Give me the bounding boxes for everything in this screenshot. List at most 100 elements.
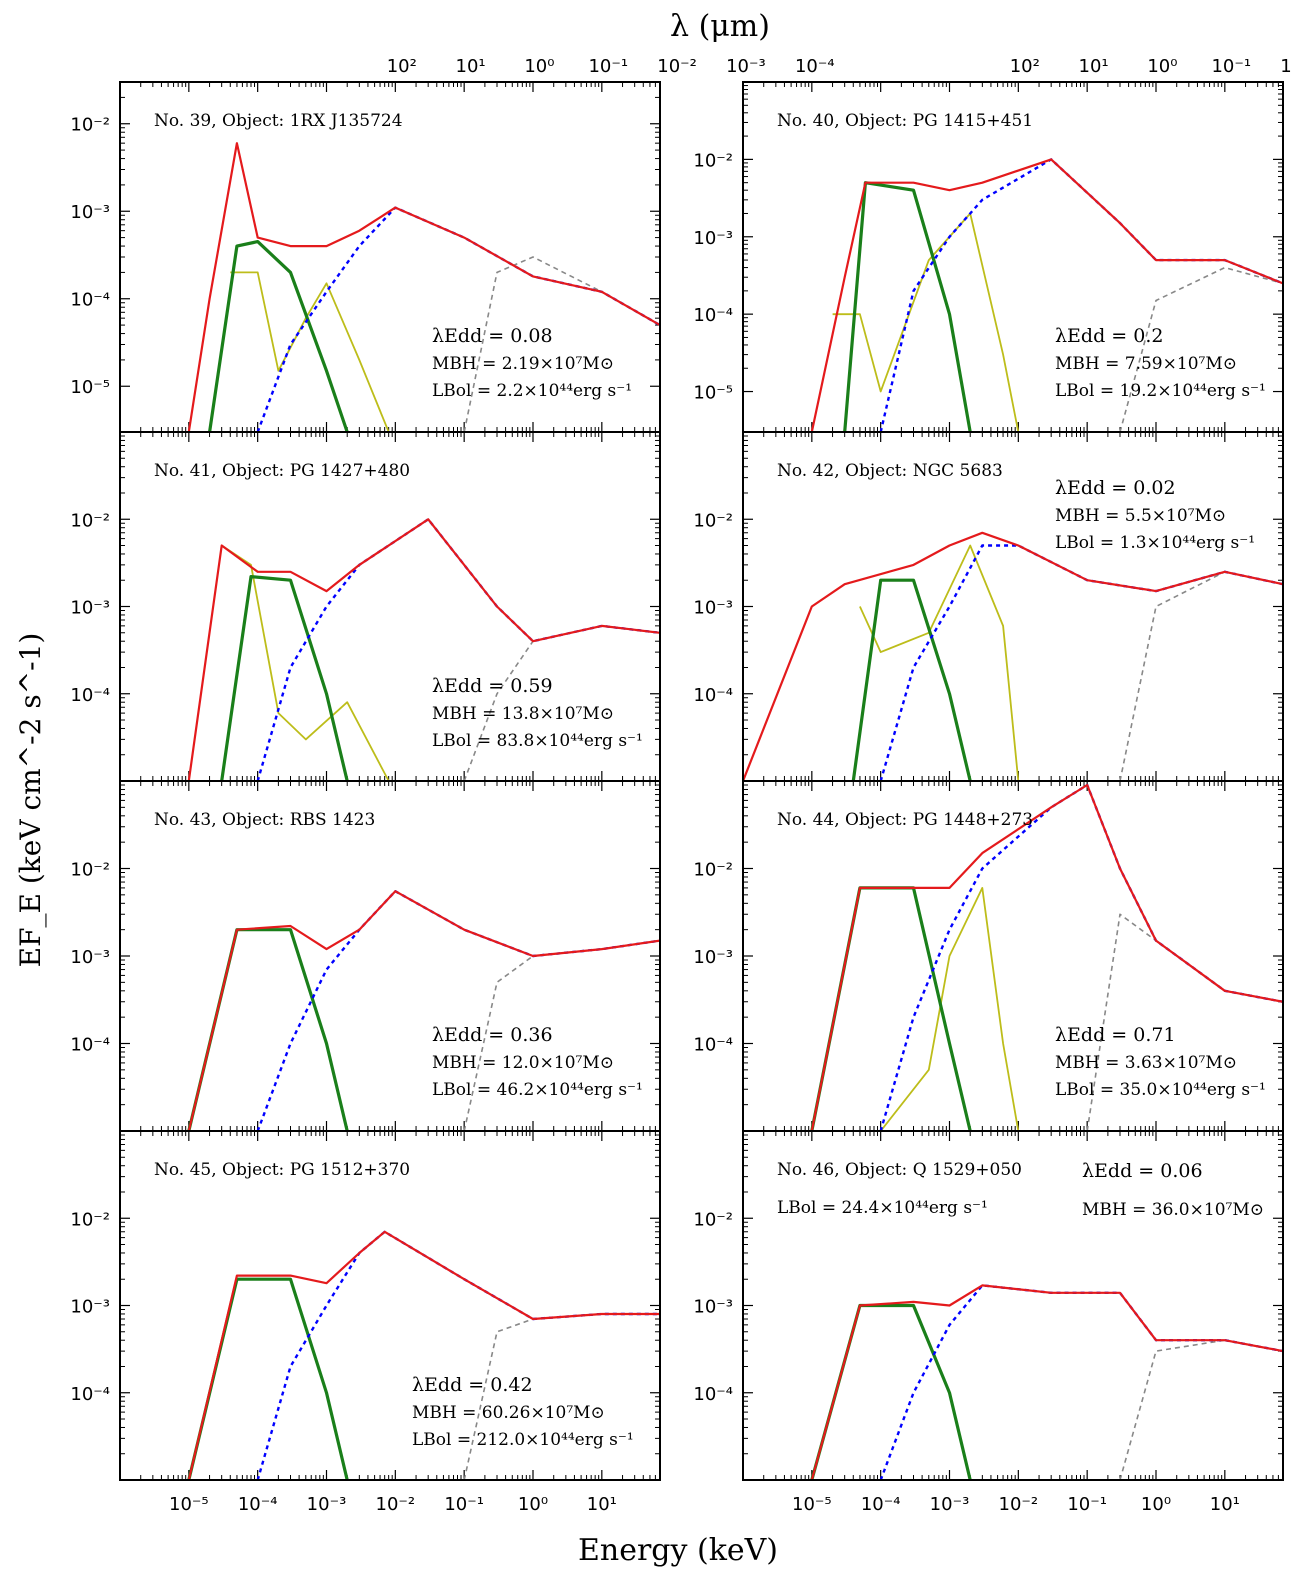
top-x-tick-label: 10⁻⁴ bbox=[795, 56, 835, 77]
eddington-ratio: λEdd = 0.08 bbox=[432, 325, 553, 347]
panel-6: 10⁻⁴ 10⁻³ 10⁻² No. 44, Object: PG 1448+273 λ… bbox=[693, 780, 1284, 1132]
series-total bbox=[810, 1284, 1283, 1480]
eddington-ratio: λEdd = 0.02 bbox=[1055, 477, 1176, 499]
top-x-tick-label: 10⁻¹ bbox=[1211, 56, 1251, 77]
series-total bbox=[187, 1230, 660, 1480]
top-x-tick-label: 10⁻¹ bbox=[588, 56, 628, 77]
panel-5: 10⁻⁴ 10⁻³ 10⁻² No. 43, Object: RBS 1423 λEdd… bbox=[70, 780, 661, 1132]
series-total bbox=[187, 890, 660, 1131]
x-tick-label: 10¹ bbox=[1210, 1494, 1240, 1515]
series-host bbox=[843, 181, 972, 432]
series-xray bbox=[1119, 571, 1283, 781]
panel-7: 10⁻⁴ 10⁻³ 10⁻² 10⁻⁵ 10⁻⁴ 10⁻³ 10⁻² 10⁻¹ 10⁰ 10¹ No… bbox=[70, 1130, 661, 1515]
y-tick-label: 10⁻⁴ bbox=[70, 290, 110, 311]
x-tick-label: 10⁻³ bbox=[930, 1494, 970, 1515]
bolometric-luminosity: LBol = 212.0×10⁴⁴erg s⁻¹ bbox=[412, 1430, 634, 1450]
series-total bbox=[187, 142, 660, 432]
top-x-tick-label: 10⁻² bbox=[1280, 56, 1291, 77]
y-tick-label: 10⁻² bbox=[693, 150, 733, 171]
y-tick-label: 10⁻² bbox=[693, 860, 733, 881]
y-tick-label: 10⁻² bbox=[70, 860, 110, 881]
series-host bbox=[220, 575, 349, 781]
bolometric-luminosity: LBol = 46.2×10⁴⁴erg s⁻¹ bbox=[432, 1080, 643, 1100]
series-total bbox=[810, 783, 1283, 1131]
top-x-tick-label: 10⁻² bbox=[657, 56, 697, 77]
x-tick-label: 10⁻⁵ bbox=[169, 1494, 209, 1515]
bolometric-luminosity: LBol = 19.2×10⁴⁴erg s⁻¹ bbox=[1055, 381, 1266, 401]
black-hole-mass: MBH = 7.59×10⁷M⊙ bbox=[1055, 354, 1237, 374]
bolometric-luminosity: LBol = 1.3×10⁴⁴erg s⁻¹ bbox=[1055, 533, 1255, 553]
panel-frame bbox=[119, 1130, 661, 1481]
black-hole-mass: MBH = 12.0×10⁷M⊙ bbox=[432, 1053, 614, 1073]
series-xray bbox=[1119, 266, 1283, 432]
y-tick-label: 10⁻³ bbox=[693, 947, 733, 968]
x-tick-label: 10⁰ bbox=[1141, 1494, 1171, 1515]
top-x-tick-label: 10¹ bbox=[1079, 56, 1109, 77]
panel-title: No. 42, Object: NGC 5683 bbox=[777, 461, 1003, 481]
black-hole-mass: MBH = 3.63×10⁷M⊙ bbox=[1055, 1053, 1237, 1073]
series-total bbox=[743, 531, 1283, 781]
y-tick-label: 10⁻² bbox=[70, 1209, 110, 1230]
y-tick-label: 10⁻⁴ bbox=[70, 685, 110, 706]
series-total bbox=[810, 158, 1283, 432]
bolometric-luminosity: LBol = 83.8×10⁴⁴erg s⁻¹ bbox=[432, 731, 643, 751]
x-tick-label: 10⁻⁵ bbox=[792, 1494, 832, 1515]
x-tick-label: 10⁻² bbox=[999, 1494, 1039, 1515]
y-tick-label: 10⁻⁴ bbox=[70, 1384, 110, 1405]
bolometric-luminosity: LBol = 35.0×10⁴⁴erg s⁻¹ bbox=[1055, 1080, 1266, 1100]
top-x-axis-label: λ (μm) bbox=[670, 9, 770, 44]
series-starburst bbox=[230, 271, 390, 432]
y-tick-label: 10⁻³ bbox=[693, 228, 733, 249]
panel-title: No. 45, Object: PG 1512+370 bbox=[154, 1160, 410, 1180]
top-x-tick-label: 10⁰ bbox=[524, 56, 554, 77]
panel-2: 10⁻⁵ 10⁻⁴ 10⁻³ 10⁻² 10² 10¹ 10⁰ 10⁻¹ 10⁻² 10⁻³ 10⁻… bbox=[693, 56, 1291, 433]
series-xray bbox=[463, 939, 660, 1131]
series-disk bbox=[879, 1284, 1283, 1480]
panel-frame bbox=[119, 81, 661, 433]
eddington-ratio: λEdd = 0.42 bbox=[412, 1374, 533, 1396]
y-tick-label: 10⁻⁴ bbox=[693, 1035, 733, 1056]
y-tick-label: 10⁻³ bbox=[70, 598, 110, 619]
x-tick-label: 10⁻¹ bbox=[1067, 1494, 1107, 1515]
panel-title: No. 44, Object: PG 1448+273 bbox=[777, 810, 1033, 830]
y-tick-label: 10⁻² bbox=[70, 115, 110, 136]
y-tick-label: 10⁻⁴ bbox=[693, 305, 733, 326]
y-tick-label: 10⁻³ bbox=[70, 1297, 110, 1318]
bolometric-luminosity: LBol = 24.4×10⁴⁴erg s⁻¹ bbox=[777, 1198, 988, 1218]
x-tick-label: 10⁻⁴ bbox=[238, 1494, 278, 1515]
y-tick-label: 10⁻⁴ bbox=[70, 1035, 110, 1056]
top-x-tick-label: 10² bbox=[387, 56, 417, 77]
series-starburst bbox=[221, 544, 390, 781]
y-tick-label: 10⁻² bbox=[693, 1209, 733, 1230]
x-tick-label: 10⁰ bbox=[518, 1494, 548, 1515]
panel-title: No. 40, Object: PG 1415+451 bbox=[777, 111, 1033, 131]
series-xray bbox=[1119, 1339, 1283, 1480]
x-tick-label: 10⁻³ bbox=[307, 1494, 347, 1515]
y-tick-label: 10⁻⁴ bbox=[693, 1384, 733, 1405]
x-tick-label: 10⁻⁴ bbox=[861, 1494, 901, 1515]
series-host bbox=[851, 578, 972, 781]
black-hole-mass: MBH = 36.0×10⁷M⊙ bbox=[1082, 1200, 1264, 1220]
black-hole-mass: MBH = 13.8×10⁷M⊙ bbox=[432, 704, 614, 724]
panel-frame bbox=[742, 1130, 1284, 1481]
top-x-tick-label: 10² bbox=[1010, 56, 1040, 77]
series-starburst bbox=[859, 544, 1020, 781]
y-tick-label: 10⁻⁴ bbox=[693, 685, 733, 706]
y-tick-label: 10⁻³ bbox=[693, 1297, 733, 1318]
eddington-ratio: λEdd = 0.71 bbox=[1055, 1024, 1176, 1046]
y-tick-label: 10⁻⁵ bbox=[70, 377, 110, 398]
x-tick-label: 10¹ bbox=[587, 1494, 617, 1515]
series-starburst bbox=[832, 212, 1020, 432]
panel-4: 10⁻⁴ 10⁻³ 10⁻² No. 42, Object: NGC 5683 λEdd… bbox=[693, 431, 1284, 782]
panel-title: No. 39, Object: 1RX J135724 bbox=[154, 111, 403, 131]
panel-3: 10⁻⁴ 10⁻³ 10⁻² No. 41, Object: PG 1427+480 λ… bbox=[70, 431, 661, 782]
series-total bbox=[187, 518, 660, 781]
eddington-ratio: λEdd = 0.06 bbox=[1082, 1160, 1203, 1182]
panel-title: No. 46, Object: Q 1529+050 bbox=[777, 1160, 1022, 1180]
y-tick-label: 10⁻² bbox=[70, 510, 110, 531]
black-hole-mass: MBH = 2.19×10⁷M⊙ bbox=[432, 354, 614, 374]
panel-title: No. 41, Object: PG 1427+480 bbox=[154, 461, 410, 481]
series-xray bbox=[463, 1313, 660, 1480]
x-axis-label: Energy (keV) bbox=[578, 1533, 778, 1568]
